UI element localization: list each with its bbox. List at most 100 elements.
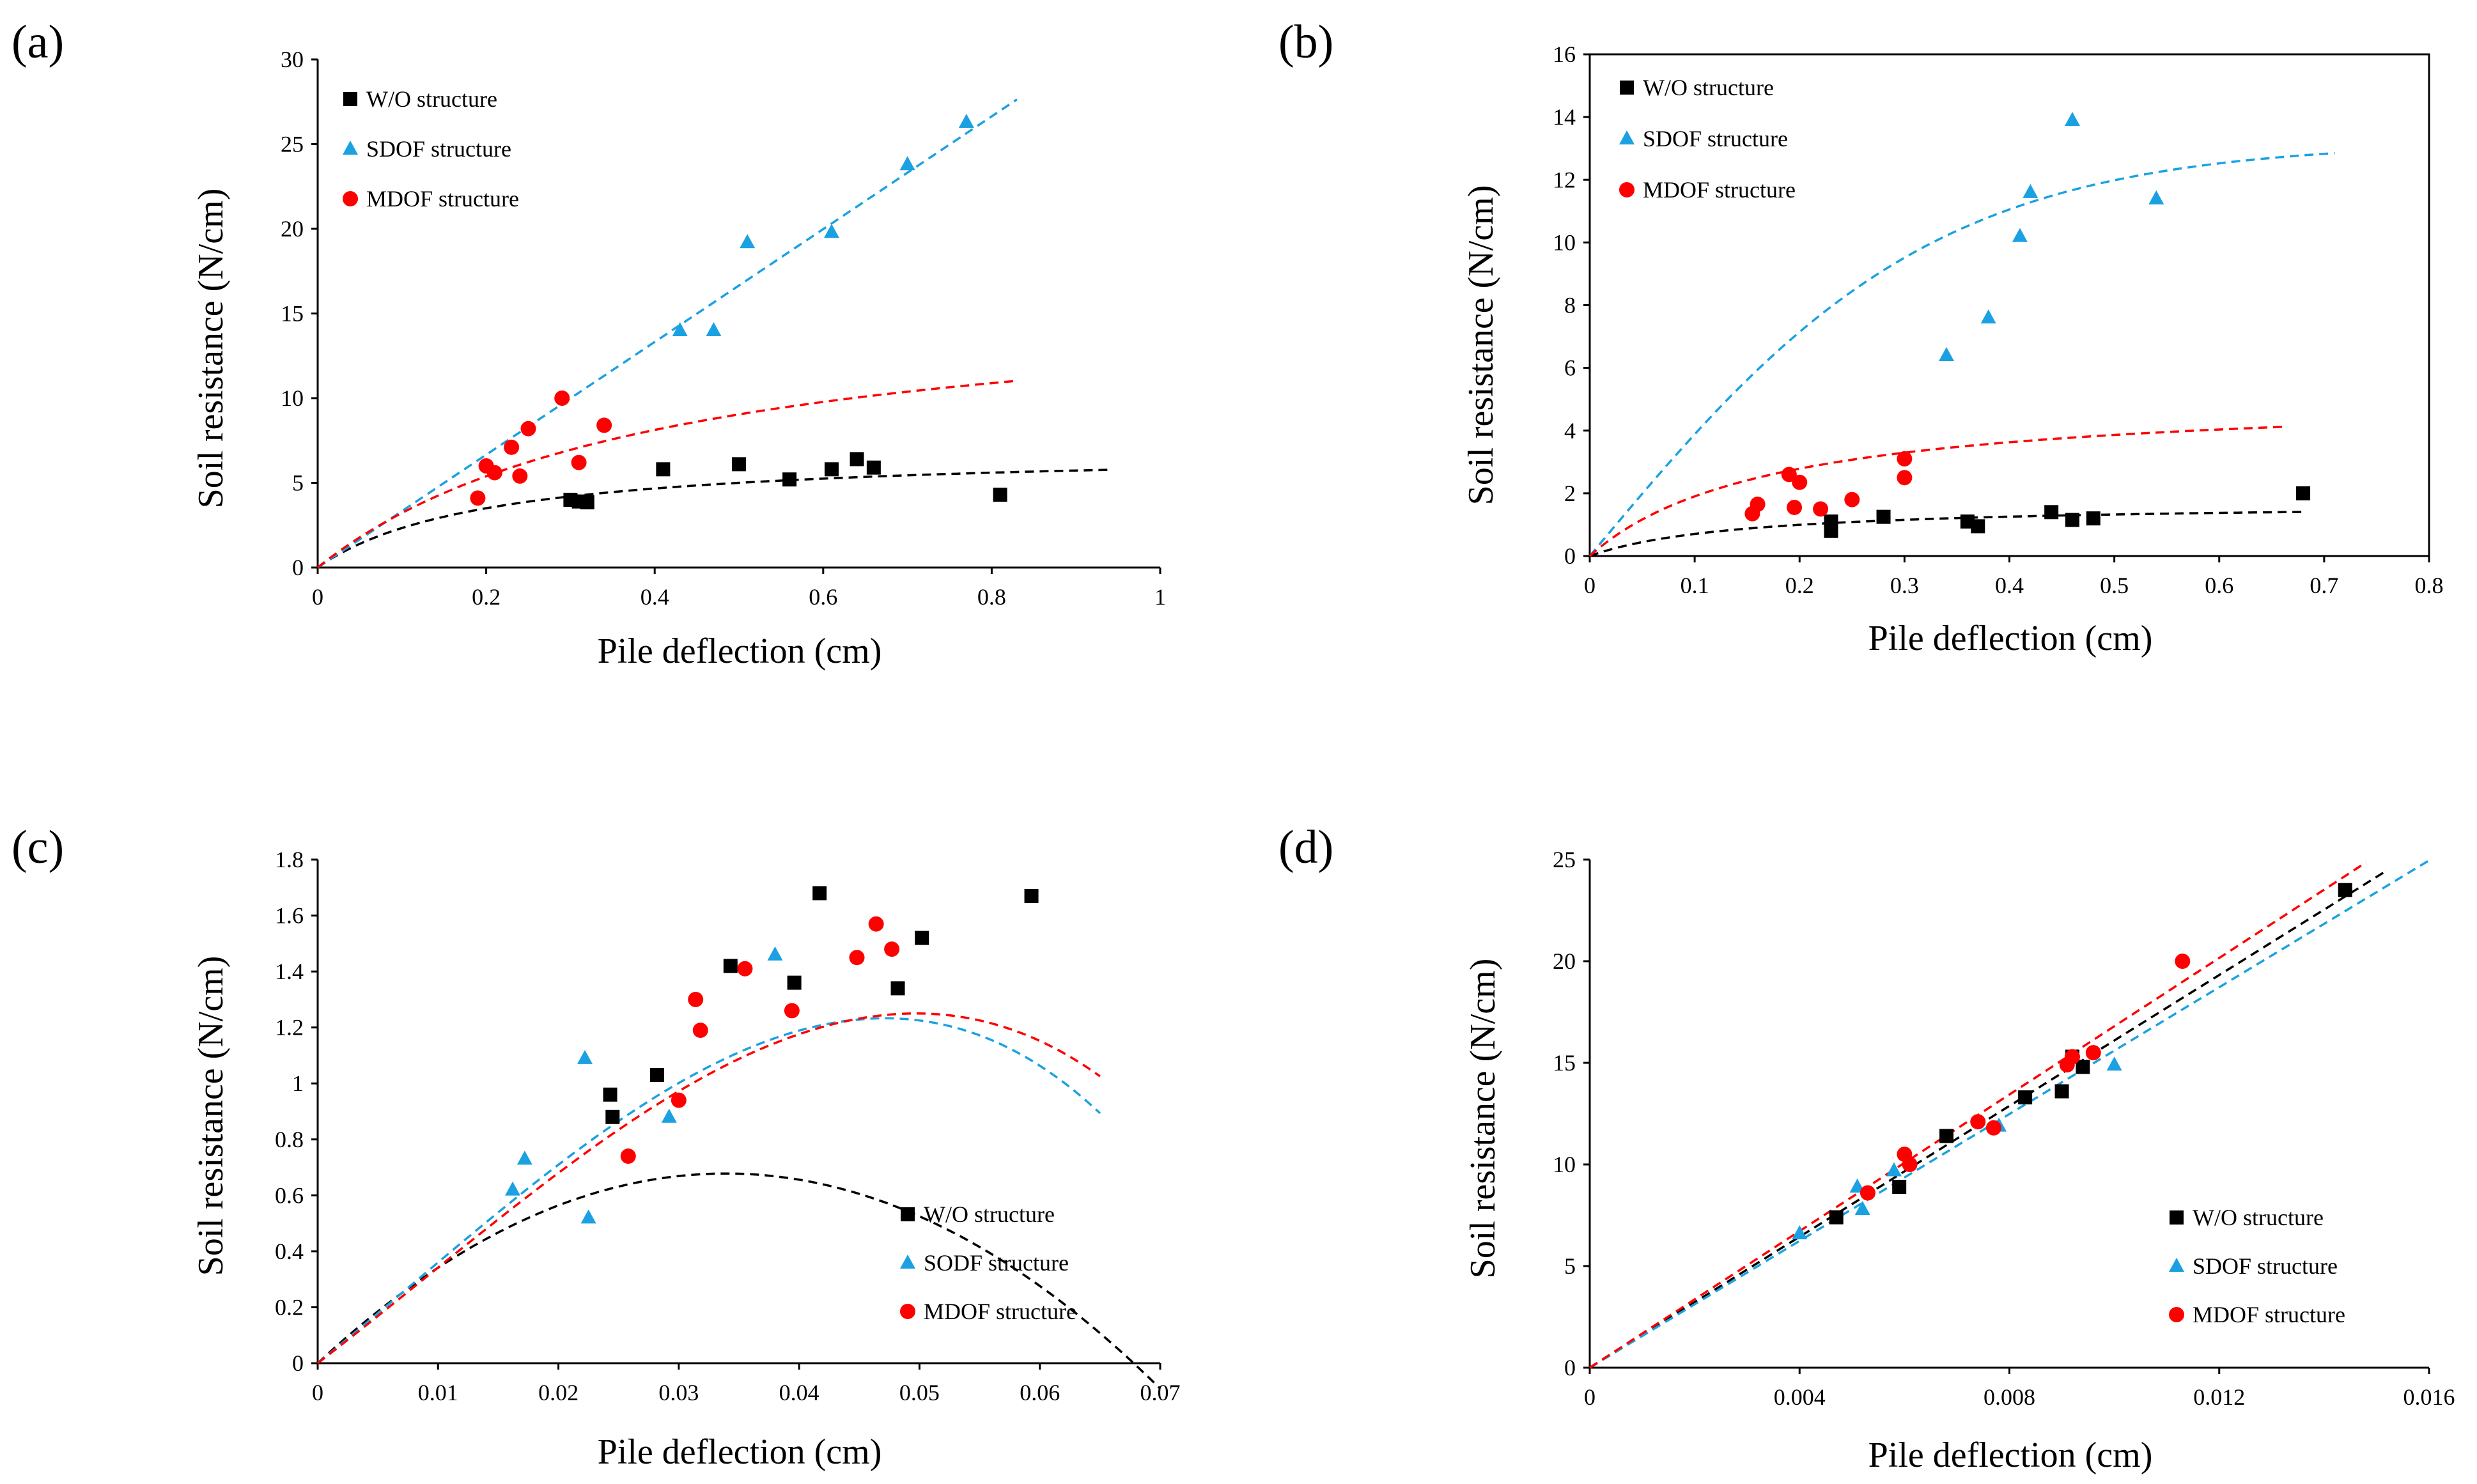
- panel-a-wo-fit-line: [317, 468, 1110, 569]
- panel-d-mdof-point: [1985, 1120, 2001, 1136]
- panel-c-ytick-label: 0: [292, 1350, 304, 1376]
- panel-a-legend-mdof-label: MDOF structure: [366, 186, 519, 212]
- panel-b-legend-wo-marker: [1620, 81, 1634, 95]
- panel-b-mdof-point: [1792, 474, 1808, 490]
- panel-c-wo-fit-line: [316, 1172, 1161, 1390]
- panel-c-ytick-label: 0.6: [275, 1182, 304, 1208]
- panel-a-xticks: 0 0.2 0.4 0.6 0.8 1: [312, 568, 1166, 610]
- panel-c-ylabel: Soil resistance (N/cm): [191, 956, 231, 1276]
- panel-b-legend: W/O structure SDOF structure MDOF structur…: [1619, 75, 1796, 203]
- panel-b-points: [1744, 112, 2311, 538]
- panel-d-xlabel: Pile deflection (cm): [1868, 1435, 2153, 1475]
- panel-d-xtick-label: 0: [1584, 1384, 1596, 1410]
- panel-a-sdof-point: [958, 114, 974, 128]
- panel-c-ytick-label: 1.2: [275, 1015, 304, 1040]
- panel-c-axes: [316, 860, 1160, 1364]
- panel-d-legend-sdof-label: SDOF structure: [2193, 1253, 2338, 1279]
- panel-c-points: [505, 886, 1039, 1224]
- panel-d-sdof-point: [1854, 1200, 1870, 1215]
- panel-a-sdof-point: [672, 322, 688, 336]
- panel-b-ytick-label: 8: [1564, 293, 1576, 318]
- panel-d-label: (d): [1278, 821, 1333, 874]
- panel-c-xtick-label: 0.03: [658, 1380, 699, 1405]
- panel-d-legend-mdof-marker: [2169, 1307, 2184, 1322]
- panel-a-xtick-label: 1: [1154, 584, 1166, 610]
- panel-a-xtick-label: 0.6: [809, 584, 837, 610]
- panel-a-mdof-point: [596, 417, 612, 433]
- panel-b-wo-point: [2086, 511, 2100, 526]
- panel-d-legend-wo-label: W/O structure: [2193, 1205, 2324, 1230]
- panel-b-axes: [1588, 53, 2430, 557]
- panel-c-legend: W/O structure SODF structure MDOF structur…: [900, 1202, 1076, 1324]
- panel-b-ytick-label: 6: [1564, 355, 1576, 381]
- panel-b-wo-point: [1824, 523, 1838, 538]
- panel-d-sdof-fit-line: [1589, 859, 2430, 1369]
- panel-c-mdof-point: [620, 1148, 636, 1164]
- panel-b-legend-wo-label: W/O structure: [1643, 75, 1774, 100]
- panel-a-label: (a): [12, 16, 64, 68]
- panel-a-ytick-label: 15: [281, 301, 304, 327]
- panel-a-mdof-point: [486, 465, 502, 481]
- panel-c-xticks: 0 0.01 0.02 0.03 0.04 0.05 0.06 0.07: [312, 1363, 1181, 1405]
- panel-a-wo-point: [656, 462, 671, 477]
- panel-b-sdof-point: [2012, 228, 2028, 242]
- panel-b-wo-point: [1971, 519, 1985, 534]
- panel-d-mdof-point: [2175, 954, 2191, 969]
- panel-b-mdof-point: [1787, 499, 1803, 515]
- panel-b-ytick-label: 14: [1553, 104, 1576, 130]
- panel-b-ytick-label: 2: [1564, 481, 1576, 506]
- panel-b-xtick-label: 0.5: [2100, 573, 2129, 598]
- panel-d-ytick-label: 0: [1564, 1355, 1576, 1380]
- panel-a-wo-point: [850, 452, 864, 467]
- panel-d-sdof-point: [1886, 1162, 1902, 1177]
- panel-c-ytick-label: 1.4: [275, 959, 304, 984]
- panel-d-ytick-label: 20: [1553, 948, 1576, 974]
- panel-a-wo-point: [824, 462, 839, 477]
- panel-c-ytick-label: 1.6: [275, 903, 304, 929]
- panel-d-mdof-point: [2085, 1045, 2101, 1061]
- panel-c-wo-point: [723, 959, 738, 973]
- panel-b-xtick-label: 0.6: [2205, 573, 2233, 598]
- panel-d-axes: [1588, 860, 2429, 1369]
- panel-b-ytick-label: 10: [1553, 229, 1576, 255]
- panel-c-wo-point: [603, 1087, 617, 1102]
- panel-c-legend-wo-marker: [901, 1207, 915, 1221]
- panel-a-mdof-fit-line: [316, 380, 1018, 569]
- panel-c-ytick-label: 0.2: [275, 1294, 304, 1320]
- panel-b-mdof-point: [1844, 491, 1860, 507]
- panel-c-wo-point: [915, 931, 929, 945]
- panel-b: (b) 0 2 4 6 8 10 12 14 16 0 0.1 0.2 0.3 0.4 0.5 0.6 0.7…: [1278, 16, 2444, 658]
- panel-c-legend-mdof-marker: [900, 1304, 915, 1319]
- panel-a-wo-point: [732, 457, 746, 472]
- panel-d-mdof-point: [1860, 1185, 1875, 1201]
- panel-d-ylabel: Soil resistance (N/cm): [1463, 959, 1503, 1279]
- panel-c-ytick-label: 0.8: [275, 1127, 304, 1152]
- panel-d-wo-point: [2076, 1060, 2090, 1074]
- panel-c-mdof-point: [688, 991, 704, 1007]
- panel-a: (a) 0 5 10 15 20 25 30 0 0.2 0.4 0.6 0.8 1 W/O stru…: [12, 16, 1166, 671]
- panel-c-xtick-label: 0.02: [538, 1380, 578, 1405]
- panel-b-wo-point: [2296, 486, 2311, 500]
- panel-b-ylabel: Soil resistance (N/cm): [1461, 185, 1501, 506]
- panel-a-legend: W/O structure SDOF structure MDOF structur…: [343, 86, 519, 212]
- panel-b-mdof-point: [1897, 451, 1913, 467]
- panel-c-legend-sdof-label: SODF structure: [924, 1250, 1069, 1276]
- panel-d-wo-fit-line: [1589, 869, 2388, 1369]
- panel-b-xtick-label: 0.1: [1681, 573, 1709, 598]
- panel-b-wo-point: [2044, 505, 2059, 520]
- panel-b-xtick-label: 0: [1584, 573, 1596, 598]
- panel-a-ytick-label: 25: [281, 132, 304, 157]
- panel-c-wo-point: [890, 981, 905, 996]
- panel-a-mdof-point: [504, 439, 520, 455]
- panel-b-yticks: 0 2 4 6 8 10 12 14 16: [1553, 42, 1590, 569]
- panel-b-legend-mdof-marker: [1619, 182, 1635, 197]
- panel-c-legend-wo-label: W/O structure: [924, 1202, 1055, 1227]
- panel-b-xtick-label: 0.3: [1890, 573, 1919, 598]
- panel-d-xtick-label: 0.012: [2193, 1384, 2245, 1410]
- panel-b-mdof-point: [1813, 501, 1829, 517]
- panel-d-mdof-point: [2064, 1049, 2080, 1065]
- panel-c-mdof-point: [692, 1023, 708, 1039]
- panel-b-wo-point: [1876, 509, 1891, 524]
- panel-c-wo-point: [787, 975, 802, 990]
